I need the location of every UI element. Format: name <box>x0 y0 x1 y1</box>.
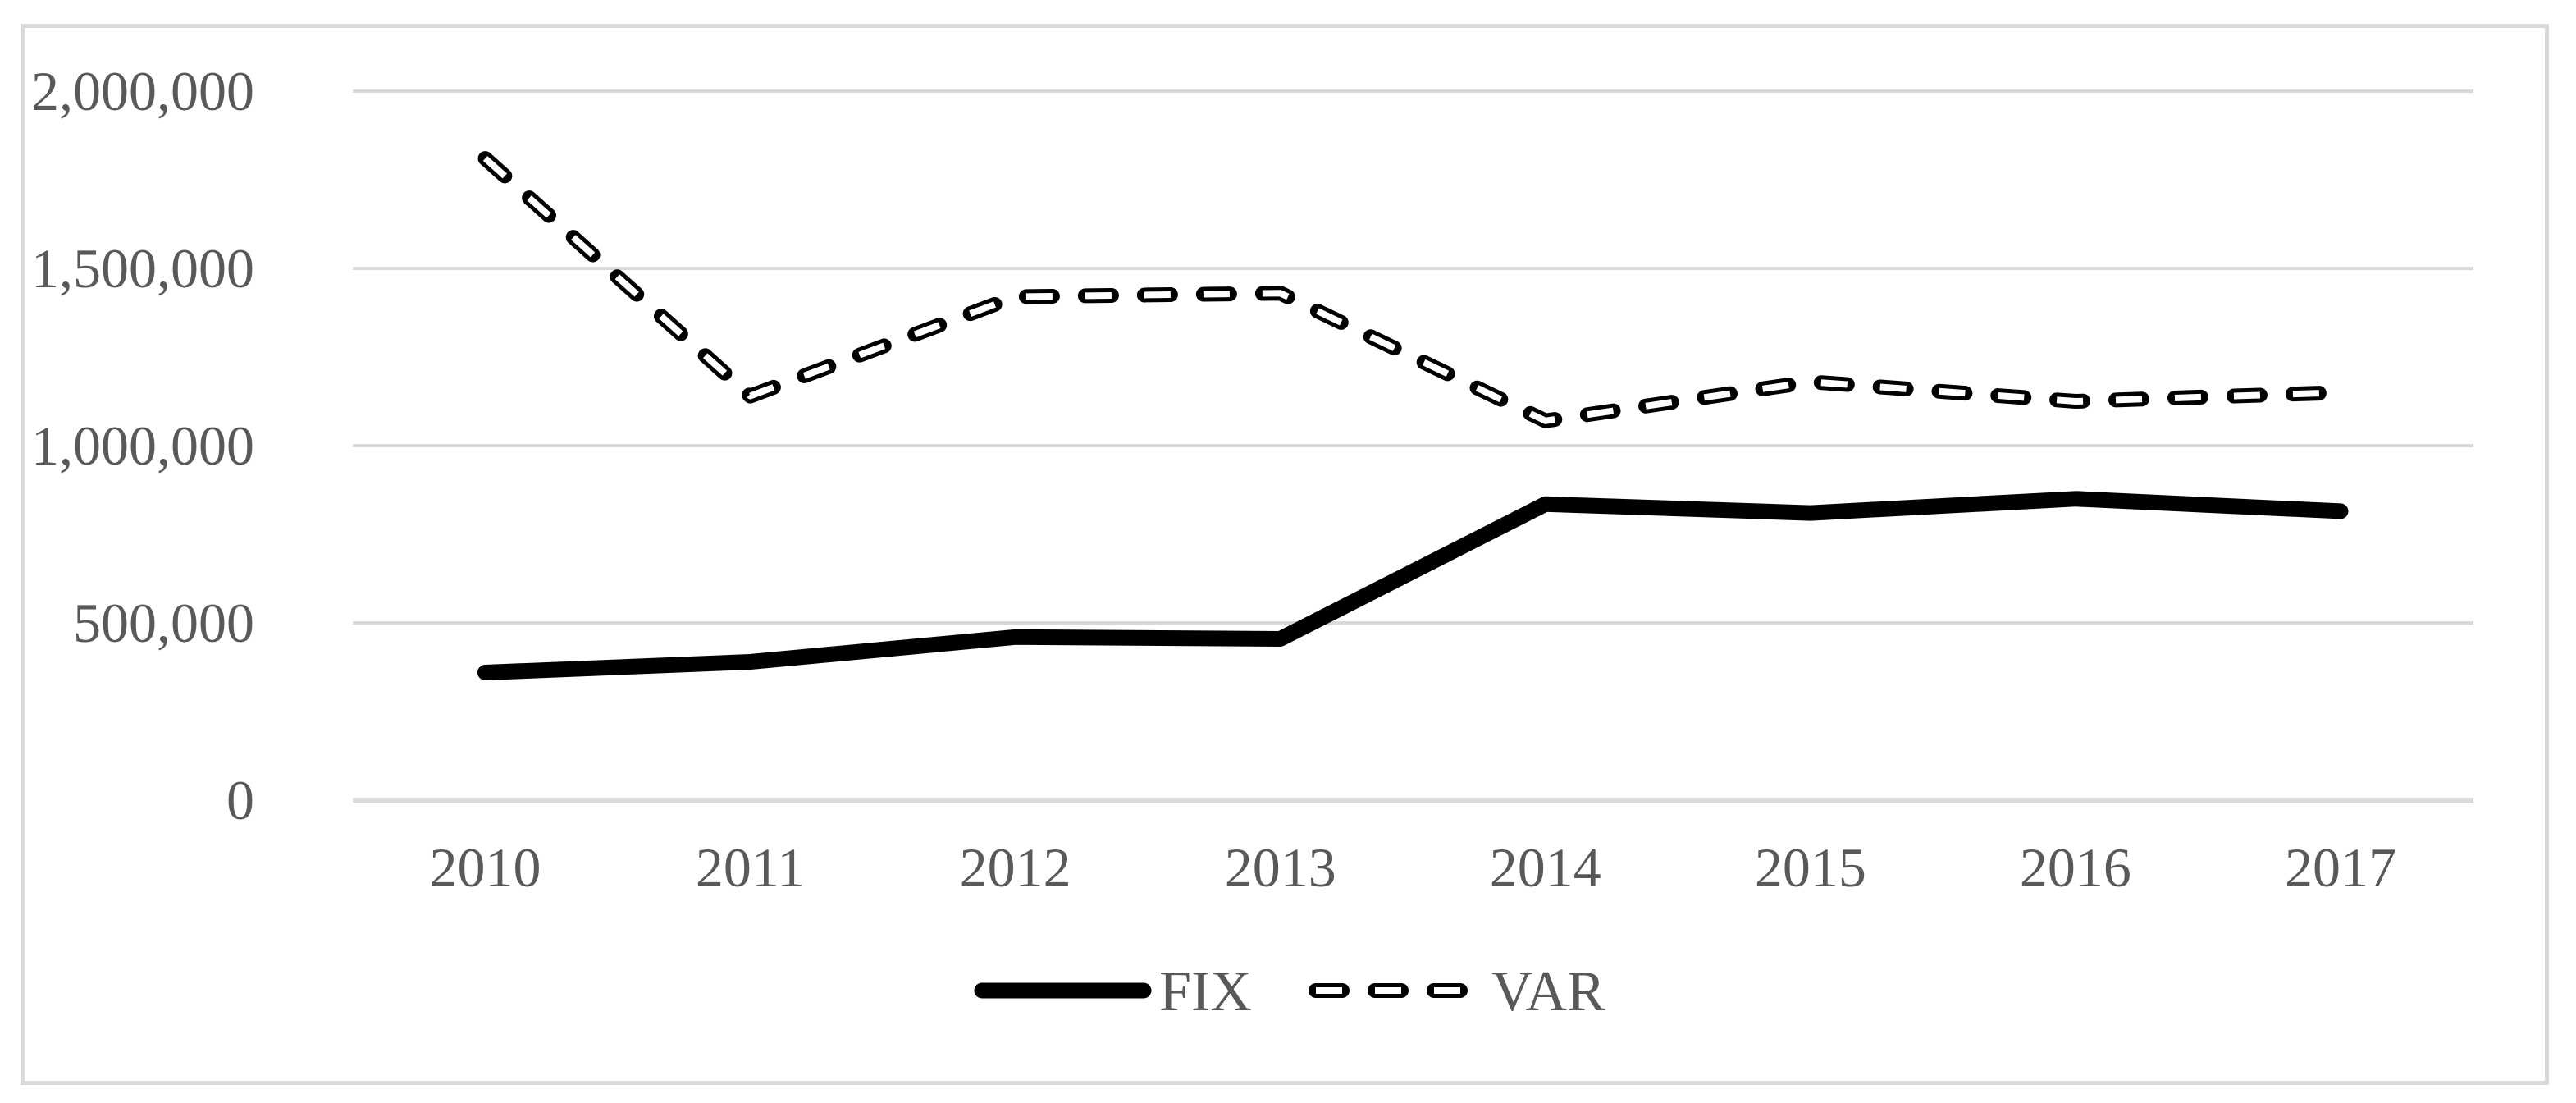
x-axis-tick-label: 2014 <box>1489 836 1601 899</box>
fix-series-line <box>477 491 2349 680</box>
x-axis-tick-label: 2011 <box>695 836 806 899</box>
x-axis-tick-label: 2012 <box>959 836 1071 899</box>
x-axis-tick-label: 2010 <box>429 836 541 899</box>
gridlines <box>353 89 2473 803</box>
y-axis-tick-label: 2,000,000 <box>31 60 254 122</box>
x-axis-tick-label: 2013 <box>1224 836 1336 899</box>
series-lines <box>477 151 2349 680</box>
legend-label-var: VAR <box>1491 960 1605 1023</box>
y-axis-tick-label: 0 <box>226 769 254 831</box>
x-axis-tick-label: 2015 <box>1754 836 1866 899</box>
y-axis-tick-label: 1,000,000 <box>31 414 254 477</box>
var-series-line-core <box>482 156 2341 424</box>
y-axis-tick-label: 500,000 <box>73 592 254 654</box>
y-axis-tick-label: 1,500,000 <box>31 237 254 300</box>
chart-border <box>21 24 2549 1085</box>
x-axis-tick-label: 2016 <box>2019 836 2131 899</box>
legend-label-fix: FIX <box>1159 960 1252 1023</box>
var-series-line <box>477 151 2348 428</box>
x-axis-tick-label: 2017 <box>2284 836 2396 899</box>
